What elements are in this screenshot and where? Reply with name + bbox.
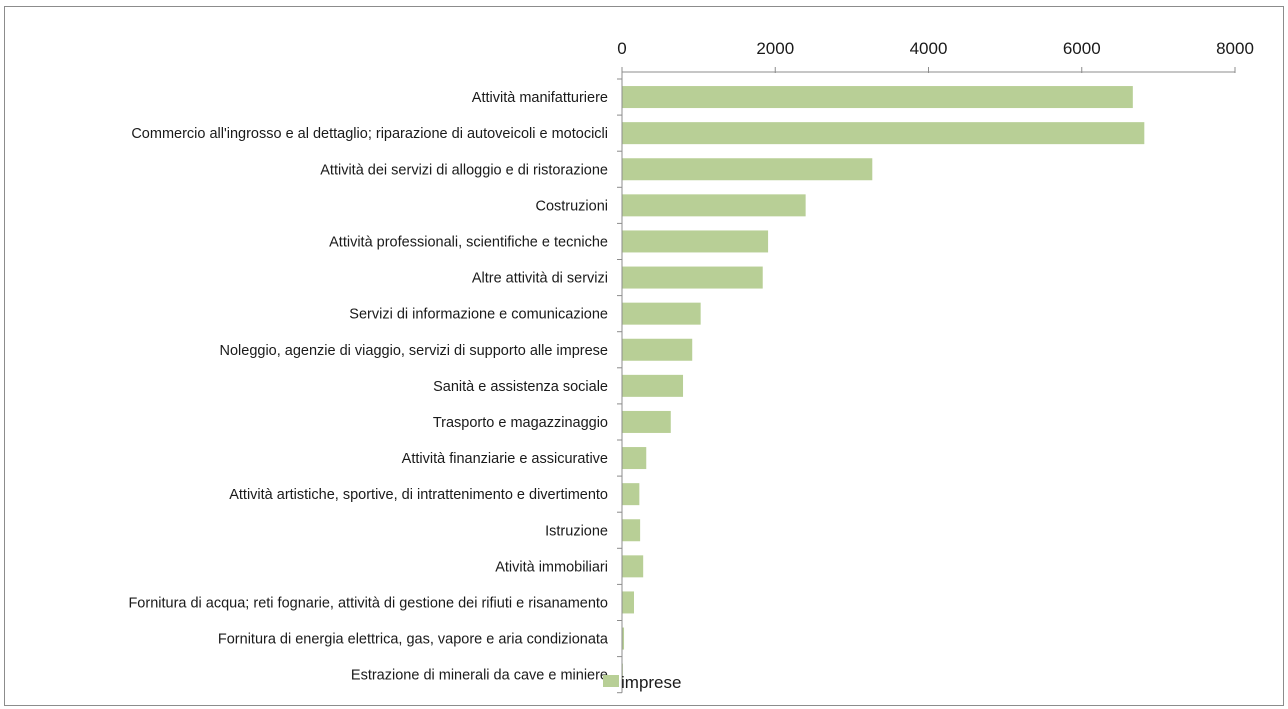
x-tick-label: 6000 bbox=[1063, 39, 1101, 58]
legend-swatch bbox=[603, 675, 619, 687]
x-tick-label: 4000 bbox=[910, 39, 948, 58]
category-label: Altre attività di servizi bbox=[472, 271, 608, 287]
category-label: Istruzione bbox=[545, 523, 608, 539]
bar-chart: Attività manifatturiere Commercio all'ing… bbox=[128, 39, 1254, 694]
category-label: Servizi di informazione e comunicazione bbox=[349, 307, 608, 323]
category-label: Sanità e assistenza sociale bbox=[433, 379, 608, 395]
bars-layer bbox=[622, 86, 1145, 686]
category-label: Costruzioni bbox=[535, 198, 608, 214]
category-label: Fornitura di acqua; reti fognarie, attiv… bbox=[128, 595, 608, 611]
x-tick-label: 2000 bbox=[756, 39, 794, 58]
legend-label: imprese bbox=[621, 673, 681, 692]
bar bbox=[622, 302, 701, 325]
category-label: Attività artistiche, sportive, di intrat… bbox=[229, 487, 608, 503]
category-label: Estrazione di minerali da cave e miniere bbox=[351, 668, 608, 684]
bar bbox=[622, 86, 1133, 109]
category-label: Fornitura di energia elettrica, gas, vap… bbox=[218, 632, 609, 648]
bar bbox=[622, 122, 1145, 145]
x-tick-label: 8000 bbox=[1216, 39, 1254, 58]
bar bbox=[622, 447, 647, 470]
category-label: Attività professionali, scientifiche e t… bbox=[329, 234, 608, 250]
category-label: Trasporto e magazzinaggio bbox=[433, 415, 608, 431]
bar bbox=[622, 519, 641, 542]
bar bbox=[622, 266, 763, 289]
bar bbox=[622, 338, 693, 361]
category-label: Attività finanziarie e assicurative bbox=[402, 451, 608, 467]
bar bbox=[622, 194, 806, 217]
bar bbox=[622, 627, 625, 650]
bar bbox=[622, 591, 634, 614]
bar bbox=[622, 410, 671, 433]
bar bbox=[622, 230, 769, 253]
category-label: Atività immobiliari bbox=[495, 559, 608, 575]
category-label: Attività dei servizi di alloggio e di ri… bbox=[320, 162, 608, 178]
bar bbox=[622, 374, 684, 397]
category-label: Attività manifatturiere bbox=[472, 90, 608, 106]
bar bbox=[622, 158, 873, 181]
bar bbox=[622, 555, 644, 578]
legend: imprese bbox=[603, 673, 681, 692]
bar bbox=[622, 483, 640, 506]
axis-layer bbox=[617, 67, 1236, 694]
category-label: Noleggio, agenzie di viaggio, servizi di… bbox=[220, 343, 609, 359]
category-label: Commercio all'ingrosso e al dettaglio; r… bbox=[131, 126, 608, 142]
x-tick-label: 0 bbox=[617, 39, 626, 58]
chart-frame: Attività manifatturiere Commercio all'ing… bbox=[4, 6, 1284, 706]
tick-labels: 0 2000 4000 6000 8000 bbox=[617, 39, 1254, 58]
category-labels: Attività manifatturiere Commercio all'ing… bbox=[128, 90, 608, 684]
